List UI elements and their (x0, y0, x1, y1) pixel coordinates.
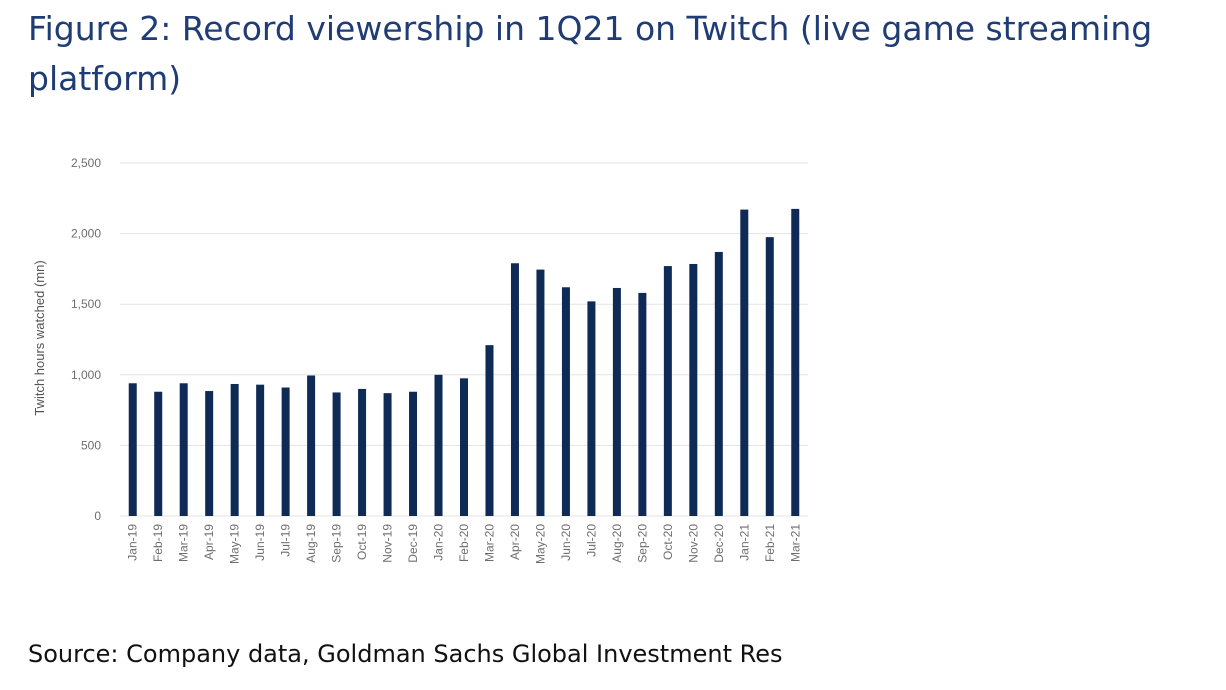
bar (740, 209, 749, 516)
x-tick-label: Sep-20 (635, 524, 649, 563)
x-tick-label: Feb-20 (457, 524, 471, 562)
x-tick-label: Aug-20 (610, 524, 624, 563)
x-tick-label: Sep-19 (330, 524, 344, 563)
x-tick-label: Dec-19 (406, 524, 420, 563)
y-axis-ticks: 0 500 1,000 1,500 2,000 2,500 (71, 156, 101, 523)
x-tick-label: Mar-19 (177, 524, 191, 562)
bar (332, 392, 341, 516)
x-tick-label: Jul-19 (279, 524, 293, 557)
x-tick-label: Apr-19 (202, 524, 216, 560)
bar (205, 391, 214, 516)
x-tick-label: Nov-20 (686, 524, 700, 563)
x-tick-label: Oct-19 (355, 524, 369, 560)
x-tick-label: Feb-19 (151, 524, 165, 562)
y-tick-label: 1,000 (71, 368, 101, 382)
bar (256, 384, 265, 516)
bar (460, 378, 468, 516)
x-tick-label: Jun-19 (253, 524, 267, 561)
x-tick-label: Aug-19 (304, 524, 318, 563)
x-tick-label: Mar-20 (482, 524, 496, 562)
y-axis-label: Twitch hours watched (mn) (32, 260, 47, 415)
x-tick-label: Apr-20 (508, 524, 522, 560)
x-axis-ticks: Jan-19 Feb-19 Mar-19 Apr-19 May-19 Jun-19 Jul-… (126, 524, 803, 564)
bar (230, 383, 239, 516)
y-tick-label: 0 (94, 509, 101, 523)
bar (358, 388, 367, 516)
y-tick-label: 2,500 (71, 156, 101, 170)
bar (714, 251, 723, 516)
x-tick-label: Mar-21 (788, 524, 802, 562)
x-tick-label: Jul-20 (584, 524, 598, 557)
bar (510, 263, 519, 516)
bar (485, 345, 494, 516)
x-tick-label: Jan-19 (126, 524, 140, 561)
bar (638, 292, 647, 516)
bars (128, 208, 800, 516)
x-tick-label: May-19 (228, 524, 242, 564)
y-tick-label: 1,500 (71, 297, 101, 311)
x-tick-label: Jan-21 (737, 524, 751, 561)
bar (791, 208, 800, 516)
bar (561, 287, 570, 516)
x-tick-label: Dec-20 (712, 524, 726, 563)
bar (154, 391, 163, 516)
bar (434, 374, 443, 516)
y-tick-label: 2,000 (71, 227, 101, 241)
bar-chart: 0 500 1,000 1,500 2,000 2,500 Twitch hours wa… (32, 156, 808, 564)
bar (281, 387, 290, 516)
figure-title: Figure 2: Record viewership in 1Q21 on T… (28, 9, 1153, 98)
bar (536, 269, 545, 516)
bar (587, 301, 596, 516)
x-tick-label: Oct-20 (661, 524, 675, 560)
y-tick-label: 500 (81, 438, 101, 452)
bar (307, 375, 316, 516)
x-tick-label: Feb-21 (763, 524, 777, 562)
x-tick-label: Jun-20 (559, 524, 573, 561)
bar (409, 391, 418, 516)
bar (689, 263, 698, 516)
bar (663, 266, 672, 516)
source-note: Source: Company data, Goldman Sachs Glob… (28, 640, 783, 668)
bar (383, 393, 392, 516)
x-tick-label: Jan-20 (432, 524, 446, 561)
bar (612, 287, 621, 516)
x-tick-label: May-20 (533, 524, 547, 564)
bar (128, 383, 137, 516)
bar (765, 237, 774, 516)
bar (179, 383, 188, 516)
x-tick-label: Nov-19 (381, 524, 395, 563)
